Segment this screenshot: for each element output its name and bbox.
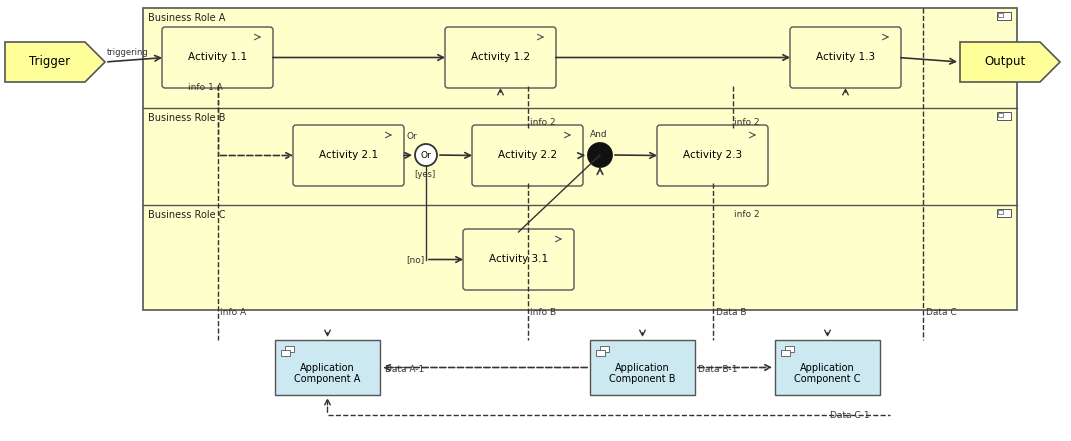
Text: Trigger: Trigger	[29, 56, 71, 68]
Circle shape	[588, 143, 612, 167]
Text: Data B: Data B	[715, 308, 746, 317]
Text: Business Role C: Business Role C	[148, 210, 226, 220]
Text: Activity 1.2: Activity 1.2	[471, 52, 530, 63]
Text: And: And	[590, 130, 608, 139]
FancyBboxPatch shape	[444, 27, 556, 88]
Text: Activity 2.2: Activity 2.2	[498, 150, 557, 161]
FancyBboxPatch shape	[657, 125, 768, 186]
Text: [no]: [no]	[406, 255, 424, 265]
FancyBboxPatch shape	[790, 27, 901, 88]
Text: Data C-1: Data C-1	[830, 411, 870, 420]
Polygon shape	[960, 42, 1060, 82]
Text: Activity 2.3: Activity 2.3	[683, 150, 742, 161]
Bar	[595, 350, 605, 356]
Text: Application
Component B: Application Component B	[609, 363, 676, 384]
Text: Activity 2.1: Activity 2.1	[319, 150, 378, 161]
Text: info A: info A	[221, 308, 246, 317]
Text: Activity 1.1: Activity 1.1	[187, 52, 247, 63]
Bar	[997, 112, 1011, 120]
Bar	[590, 340, 695, 395]
Bar	[285, 346, 295, 352]
Text: Application
Component C: Application Component C	[795, 363, 861, 384]
Text: Activity 3.1: Activity 3.1	[489, 254, 548, 265]
FancyBboxPatch shape	[293, 125, 404, 186]
Text: Application
Component A: Application Component A	[295, 363, 361, 384]
Bar	[144, 8, 1017, 310]
Bar	[275, 340, 380, 395]
Text: info 2: info 2	[735, 210, 760, 219]
Bar	[997, 209, 1011, 217]
Text: Business Role B: Business Role B	[148, 113, 226, 123]
Text: Activity 1.3: Activity 1.3	[816, 52, 875, 63]
Bar	[997, 12, 1011, 20]
Text: [yes]: [yes]	[414, 170, 436, 179]
Text: Output: Output	[984, 56, 1026, 68]
Bar	[785, 346, 794, 352]
Text: Data B-1: Data B-1	[698, 366, 738, 374]
Circle shape	[414, 144, 437, 166]
Bar	[998, 113, 1004, 117]
Text: info 2: info 2	[735, 118, 760, 127]
Bar	[281, 350, 290, 356]
FancyBboxPatch shape	[472, 125, 583, 186]
Text: Data C: Data C	[926, 308, 956, 317]
Text: Or: Or	[421, 150, 432, 160]
FancyBboxPatch shape	[463, 229, 574, 290]
Bar	[998, 210, 1004, 214]
Text: Data A-1: Data A-1	[384, 366, 424, 374]
Bar	[600, 346, 609, 352]
Text: info 1.A: info 1.A	[187, 83, 223, 92]
Text: info 2: info 2	[529, 118, 555, 127]
Text: Business Role A: Business Role A	[148, 13, 225, 23]
FancyBboxPatch shape	[162, 27, 273, 88]
Bar	[998, 13, 1004, 17]
Polygon shape	[5, 42, 105, 82]
Text: Or: Or	[407, 132, 418, 141]
Bar	[775, 340, 880, 395]
Text: info B: info B	[530, 308, 557, 317]
Bar	[781, 350, 790, 356]
Text: triggering: triggering	[107, 48, 149, 57]
